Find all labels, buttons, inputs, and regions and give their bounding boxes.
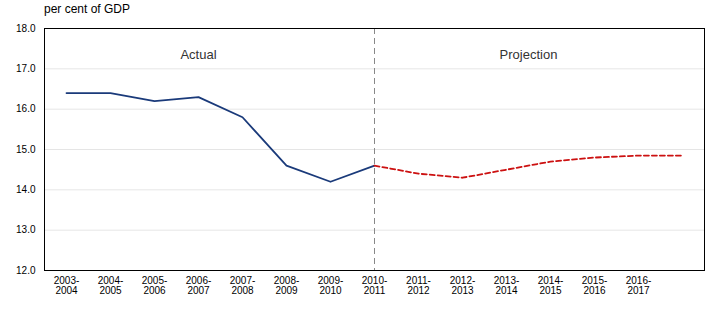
svg-text:17.0: 17.0 — [16, 63, 36, 74]
svg-text:2004-2005: 2004-2005 — [98, 275, 124, 296]
svg-text:2009-2010: 2009-2010 — [318, 275, 344, 296]
svg-text:14.0: 14.0 — [16, 184, 36, 195]
svg-text:2010-2011: 2010-2011 — [362, 275, 388, 296]
svg-text:2016-2017: 2016-2017 — [626, 275, 652, 296]
svg-text:2013-2014: 2013-2014 — [494, 275, 520, 296]
svg-text:12.0: 12.0 — [16, 265, 36, 276]
svg-text:2014-2015: 2014-2015 — [538, 275, 564, 296]
svg-text:Actual: Actual — [180, 47, 216, 62]
svg-text:16.0: 16.0 — [16, 103, 36, 114]
svg-text:2007-2008: 2007-2008 — [230, 275, 256, 296]
svg-text:2015-2016: 2015-2016 — [582, 275, 608, 296]
svg-text:2006-2007: 2006-2007 — [186, 275, 212, 296]
html-text:per cent of GDP: per cent of GDP — [44, 2, 130, 16]
svg-text:2005-2006: 2005-2006 — [142, 275, 168, 296]
svg-text:2003-2004: 2003-2004 — [54, 275, 80, 296]
svg-text:Projection: Projection — [500, 47, 558, 62]
svg-text:18.0: 18.0 — [16, 23, 36, 34]
svg-text:15.0: 15.0 — [16, 144, 36, 155]
svg-text:13.0: 13.0 — [16, 224, 36, 235]
svg-text:2008-2009: 2008-2009 — [274, 275, 300, 296]
svg-text:2012-2013: 2012-2013 — [450, 275, 476, 296]
svg-text:2011-2012: 2011-2012 — [406, 275, 431, 296]
